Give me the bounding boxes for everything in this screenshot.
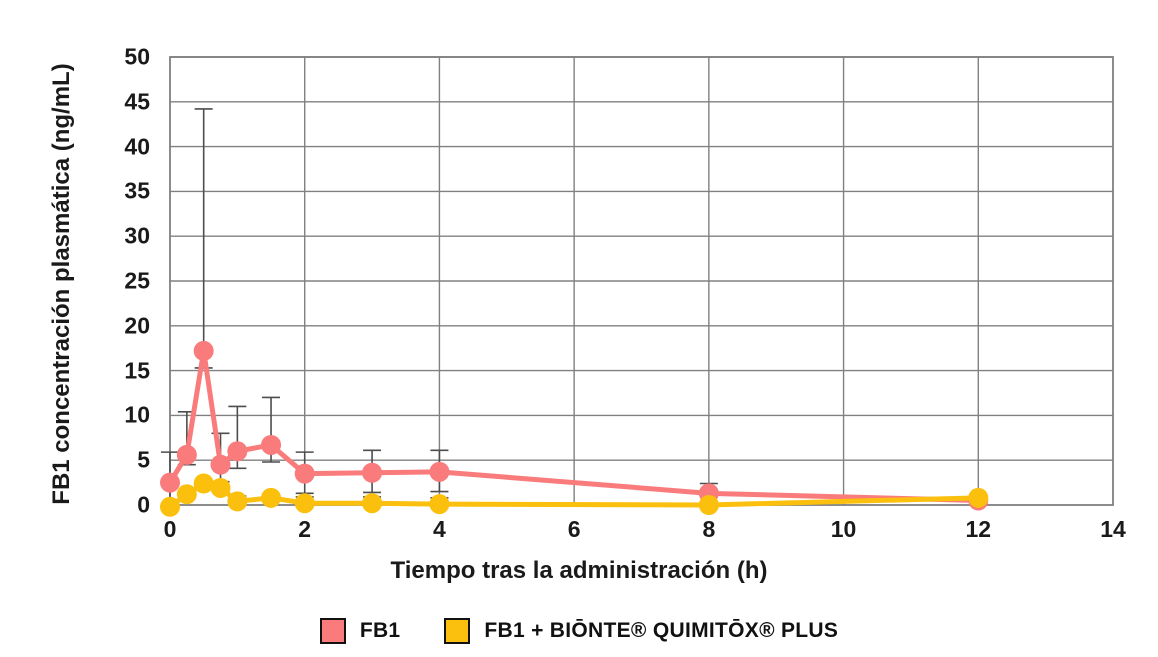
x-tick-label: 14 xyxy=(1100,516,1126,542)
y-tick-label: 30 xyxy=(124,222,150,249)
x-tick-label: 4 xyxy=(433,516,446,542)
grid-lines xyxy=(170,56,1113,505)
legend-label: FB1 + BIŌNTE® QUIMITŌX® PLUS xyxy=(484,619,839,642)
legend-label: FB1 xyxy=(359,619,401,642)
y-tick-label: 40 xyxy=(124,133,150,160)
legend-item[interactable]: FB1 xyxy=(319,618,401,644)
x-axis-tick-labels: 0 2 4 6 8 10 12 14 xyxy=(0,516,1158,556)
x-tick-label: 10 xyxy=(830,516,857,542)
x-axis-title: Tiempo tras la administración (h) xyxy=(390,557,768,584)
y-tick-label: 50 xyxy=(124,43,150,70)
x-tick-label: 2 xyxy=(298,516,312,542)
y-tick-label: 25 xyxy=(124,267,150,294)
chart-legend: FB1 FB1 + BIŌNTE® QUIMITŌX® PLUS xyxy=(0,610,1158,652)
legend-item[interactable]: FB1 + BIŌNTE® QUIMITŌX® PLUS xyxy=(444,618,838,644)
y-tick-label: 45 xyxy=(124,88,150,115)
y-tick-label: 15 xyxy=(124,357,150,384)
y-tick-label: 5 xyxy=(137,446,150,473)
y-tick-label: 35 xyxy=(124,177,150,204)
series-markers xyxy=(160,340,989,517)
y-tick-label: 20 xyxy=(124,312,150,339)
legend-swatch-icon xyxy=(319,618,346,644)
y-tick-label: 10 xyxy=(124,401,150,428)
x-tick-label: 6 xyxy=(567,516,581,542)
x-tick-label: 8 xyxy=(702,516,716,542)
y-tick-label: 0 xyxy=(137,491,150,518)
y-axis-tick-labels: 0 5 10 15 20 25 30 35 40 45 50 xyxy=(55,0,150,657)
x-tick-label: 0 xyxy=(163,516,177,542)
x-tick-label: 12 xyxy=(965,516,992,542)
legend-swatch-icon xyxy=(444,618,471,644)
